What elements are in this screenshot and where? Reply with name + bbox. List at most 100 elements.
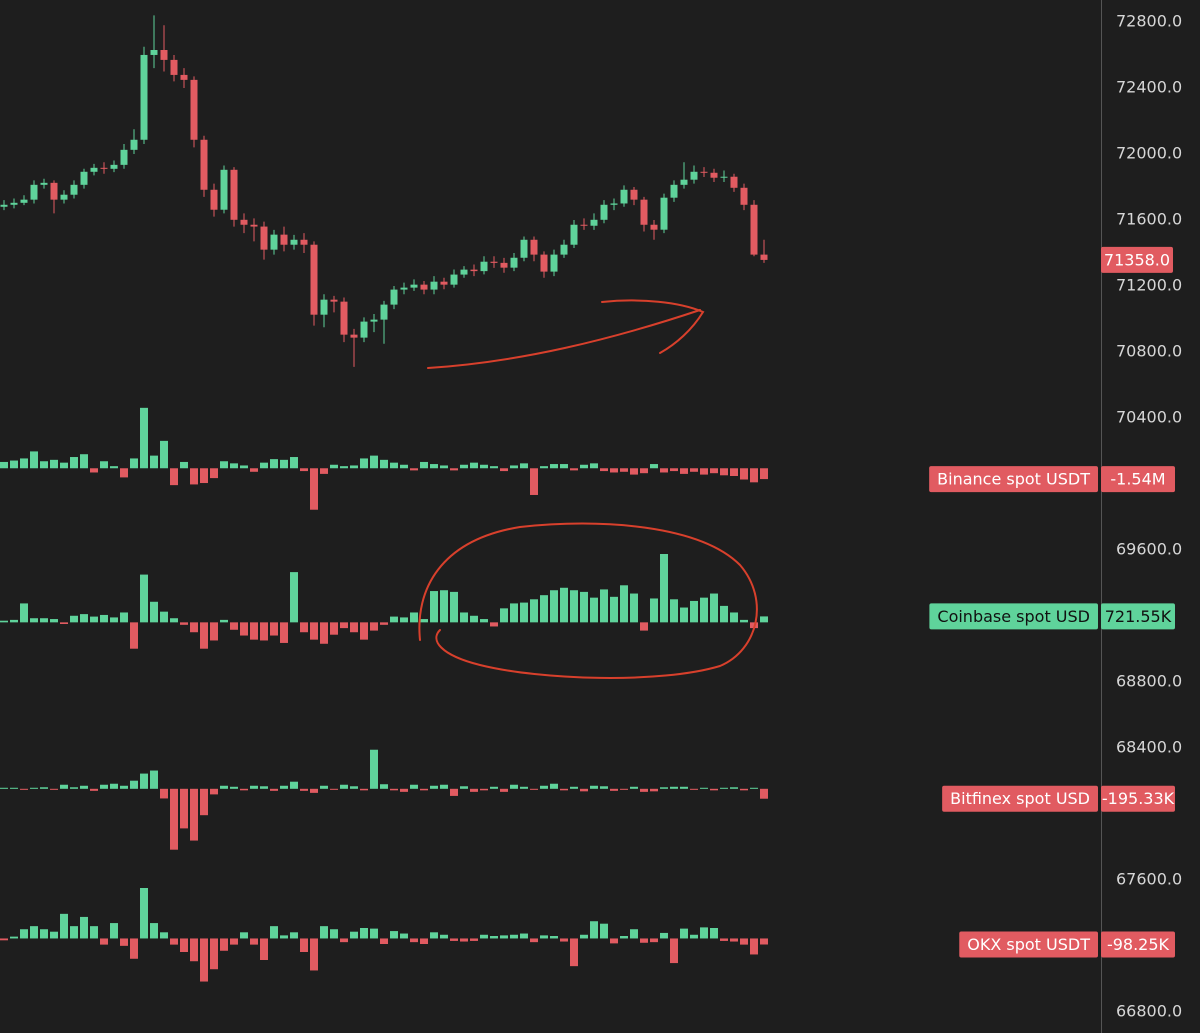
- flow-bar: [0, 620, 8, 623]
- flow-bar: [690, 934, 698, 939]
- flow-bar: [270, 788, 278, 791]
- flow-bar: [70, 457, 78, 469]
- flow-bar: [140, 407, 148, 469]
- flow-bar: [240, 788, 248, 791]
- last-price-box: [1101, 246, 1173, 273]
- candle-body: [250, 224, 258, 227]
- flow-bar: [380, 784, 388, 789]
- y-tick-label: 72800.0: [1116, 11, 1182, 30]
- candle-body: [130, 139, 138, 150]
- flow-bar: [690, 600, 698, 623]
- flow-bar: [630, 929, 638, 939]
- candle-body: [230, 169, 238, 220]
- flow-bar: [420, 619, 428, 623]
- flow-bar: [720, 605, 728, 623]
- candle-body: [670, 184, 678, 198]
- y-tick-label: 68400.0: [1116, 738, 1182, 757]
- flow-bar: [740, 788, 748, 791]
- plot-area: 72800.0 72400.0 72000.0 71600.0 71200.0 70800…: [0, 11, 1182, 1021]
- flow-bar: [110, 923, 118, 939]
- candle-body: [330, 299, 338, 302]
- panel-name-box: [929, 466, 1098, 493]
- flow-bar: [40, 618, 48, 623]
- flow-bar: [100, 461, 108, 469]
- candle-body: [500, 262, 508, 268]
- flow-bar: [370, 622, 378, 631]
- flow-bar: [250, 938, 258, 945]
- flow-bar: [510, 934, 518, 939]
- candle-body: [200, 139, 208, 190]
- flow-bar: [760, 938, 768, 945]
- flow-bar: [550, 783, 558, 789]
- flow-bar: [290, 457, 298, 469]
- flow-bar: [330, 464, 338, 469]
- flow-bar: [220, 785, 228, 789]
- flow-bar: [20, 929, 28, 939]
- flow-bar: [570, 468, 578, 471]
- candle-body: [550, 254, 558, 272]
- flow-bar: [390, 462, 398, 469]
- flow-bar: [160, 788, 168, 799]
- flow-bar: [540, 785, 548, 789]
- flow-bar: [80, 614, 88, 623]
- flow-bar: [400, 617, 408, 623]
- flow-bar: [20, 788, 28, 790]
- flow-bar: [380, 938, 388, 944]
- candle-body: [80, 171, 88, 185]
- flow-bar: [370, 455, 378, 469]
- candle-body: [170, 59, 178, 75]
- flow-bar: [10, 460, 18, 469]
- flow-bar: [300, 938, 308, 952]
- flow-bar: [50, 459, 58, 469]
- flow-bar: [520, 933, 528, 939]
- flow-bar: [380, 622, 388, 625]
- flow-bar: [530, 468, 538, 495]
- flow-bar: [670, 938, 678, 964]
- flow-bar: [540, 466, 548, 469]
- flow-bar: [410, 784, 418, 789]
- flow-bar: [700, 787, 708, 789]
- flow-bar: [480, 619, 488, 623]
- flow-bar: [490, 622, 498, 627]
- flow-bar: [210, 938, 218, 970]
- panel-value-box: [1101, 931, 1175, 958]
- flow-bar: [410, 938, 418, 943]
- flow-bar: [170, 788, 178, 850]
- flow-bar: [280, 459, 288, 469]
- flow-bar: [680, 607, 688, 623]
- panel-name: Coinbase spot USD: [937, 607, 1090, 626]
- flow-bar: [740, 619, 748, 623]
- flow-bar: [230, 938, 238, 945]
- flow-bar: [680, 928, 688, 939]
- candle-body: [710, 172, 718, 178]
- flow-bar: [60, 913, 68, 939]
- candle-body: [380, 304, 388, 320]
- flow-bar: [240, 465, 248, 469]
- flow-bar: [480, 934, 488, 939]
- flow-bar: [240, 622, 248, 636]
- flow-bar: [330, 929, 338, 939]
- flow-bar: [500, 608, 508, 623]
- flow-bar: [700, 468, 708, 475]
- flow-bar: [430, 591, 438, 623]
- candle-body: [70, 184, 78, 195]
- flow-bar: [500, 468, 508, 472]
- flow-bar: [300, 468, 308, 472]
- candle-body: [430, 281, 438, 290]
- flow-bar: [450, 938, 458, 941]
- flow-bar: [660, 554, 668, 623]
- candle-body: [210, 189, 218, 210]
- flow-bar: [190, 468, 198, 485]
- flow-bar: [570, 786, 578, 789]
- y-tick-label: 72000.0: [1116, 143, 1182, 162]
- flow-bar: [680, 786, 688, 789]
- flow-bar: [30, 787, 38, 789]
- flow-bar: [350, 465, 358, 469]
- flow-bar: [760, 616, 768, 623]
- candle-body: [410, 284, 418, 288]
- y-tick-label: 69600.0: [1116, 539, 1182, 558]
- flow-bar: [470, 462, 478, 469]
- flow-bar: [470, 938, 478, 941]
- candle-body: [750, 204, 758, 255]
- flow-bar: [300, 622, 308, 633]
